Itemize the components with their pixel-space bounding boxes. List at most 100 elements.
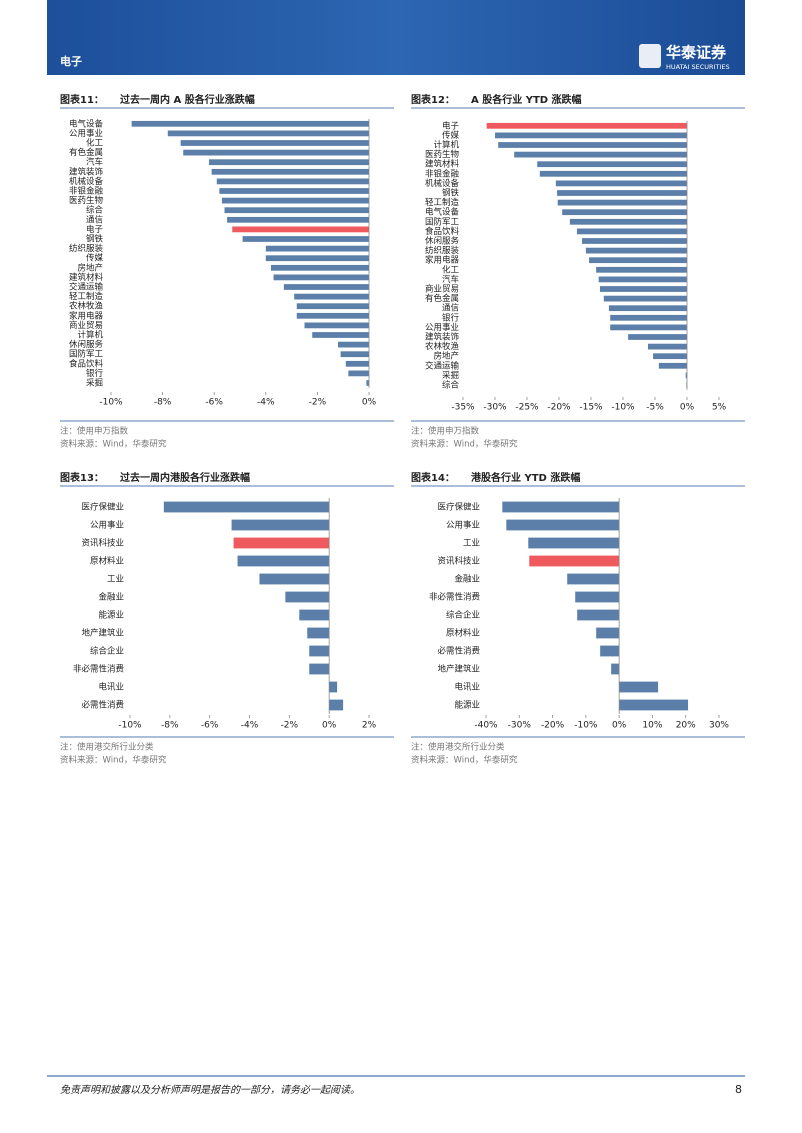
bar — [265, 255, 369, 262]
bar — [227, 216, 369, 223]
bar — [183, 149, 369, 156]
bar — [345, 360, 369, 367]
category-label: 综合 — [442, 380, 460, 391]
x-tick-label: -2% — [281, 721, 299, 731]
x-tick-label: 10% — [642, 721, 662, 731]
bar — [567, 573, 620, 585]
bar — [209, 159, 369, 166]
category-label: 非必需性消费 — [429, 592, 481, 603]
x-tick-label: -25% — [515, 403, 539, 413]
category-label: 必需性消费 — [81, 700, 124, 711]
bar — [514, 151, 687, 158]
category-label: 食品饮料 — [69, 358, 104, 369]
bar — [562, 209, 687, 216]
category-label: 原材料业 — [446, 628, 480, 639]
category-label: 综合企业 — [446, 610, 480, 621]
category-label: 能源业 — [454, 700, 480, 711]
page-number: 8 — [735, 1083, 742, 1096]
bar — [685, 372, 687, 379]
chart-source: 资料来源：Wind，华泰研究 — [60, 755, 167, 766]
x-tick-label: -20% — [547, 403, 571, 413]
bar — [539, 170, 687, 177]
bar — [216, 178, 369, 185]
chart-source: 资料来源：Wind，华泰研究 — [60, 439, 167, 450]
chart-label: 图表14： — [411, 471, 455, 484]
bar — [506, 519, 620, 531]
bar — [611, 663, 620, 675]
category-label: 公用事业 — [69, 128, 103, 139]
bar — [647, 343, 687, 350]
chart-note: 注：使用港交所行业分类 — [60, 742, 154, 753]
bar — [180, 140, 369, 146]
chart-label: 图表13： — [60, 471, 104, 484]
chart-label: 图表11： — [60, 93, 104, 106]
bar — [366, 380, 369, 386]
bar — [582, 238, 687, 244]
x-tick-label: -5% — [646, 403, 664, 413]
category-label: 建筑装饰 — [425, 332, 460, 343]
category-label: 食品饮料 — [425, 226, 460, 237]
bar — [312, 332, 369, 338]
bar — [576, 228, 687, 235]
bar — [265, 245, 369, 252]
bar — [498, 142, 687, 148]
category-label: 农林牧渔 — [425, 341, 460, 352]
x-tick-label: -35% — [451, 403, 475, 413]
x-tick-label: -10% — [574, 721, 598, 731]
section-name: 电子 — [60, 54, 82, 68]
category-label: 国防军工 — [69, 349, 104, 360]
x-tick-label: 0% — [612, 721, 627, 731]
bar — [299, 609, 330, 621]
x-tick-label: -30% — [508, 721, 532, 731]
category-label: 非银金融 — [425, 168, 460, 179]
bar — [242, 236, 369, 242]
bar — [283, 284, 369, 290]
bar — [555, 180, 687, 187]
category-label: 电子 — [86, 224, 104, 235]
bar — [163, 501, 330, 513]
category-label: 汽车 — [86, 157, 103, 168]
chart-label: 图表12： — [411, 93, 455, 106]
category-label: 医疗保健业 — [437, 502, 480, 513]
category-label: 医疗保健业 — [81, 502, 124, 513]
bar — [585, 247, 687, 254]
category-label: 计算机 — [77, 330, 103, 341]
chart-title: A 股各行业 YTD 涨跌幅 — [471, 93, 582, 106]
x-tick-label: 0% — [322, 721, 337, 731]
category-label: 商业贸易 — [69, 320, 103, 331]
bar — [658, 362, 687, 369]
chart-title: 过去一周内港股各行业涨跌幅 — [120, 471, 250, 484]
category-label: 银行 — [442, 312, 460, 323]
category-label: 化工 — [86, 138, 104, 149]
category-label: 汽车 — [442, 274, 459, 285]
category-label: 电气设备 — [425, 207, 460, 218]
bar — [221, 197, 369, 204]
category-label: 房地产 — [433, 351, 459, 362]
bar — [569, 218, 687, 225]
bar — [237, 555, 330, 567]
x-tick-label: 0% — [362, 398, 377, 408]
category-label: 资讯科技业 — [437, 556, 480, 567]
chart-source: 资料来源：Wind，华泰研究 — [411, 755, 518, 766]
bar — [577, 609, 620, 621]
x-tick-label: -6% — [205, 398, 223, 408]
bar — [589, 257, 687, 264]
category-label: 电子 — [442, 120, 460, 131]
chart-note: 注：使用港交所行业分类 — [411, 742, 505, 753]
category-label: 医药生物 — [425, 149, 460, 160]
bar — [608, 305, 687, 312]
category-label: 家用电器 — [425, 255, 460, 266]
category-label: 综合 — [86, 205, 104, 216]
x-tick-label: -15% — [579, 403, 603, 413]
category-label: 有色金属 — [425, 293, 459, 304]
category-label: 计算机 — [433, 140, 459, 151]
category-label: 金融业 — [98, 592, 124, 603]
bar — [557, 199, 687, 206]
bar — [231, 519, 330, 531]
bar — [628, 334, 687, 340]
bar — [224, 207, 369, 214]
category-label: 公用事业 — [90, 520, 124, 531]
bar — [296, 303, 369, 310]
bar — [273, 274, 369, 281]
bar — [233, 537, 330, 549]
